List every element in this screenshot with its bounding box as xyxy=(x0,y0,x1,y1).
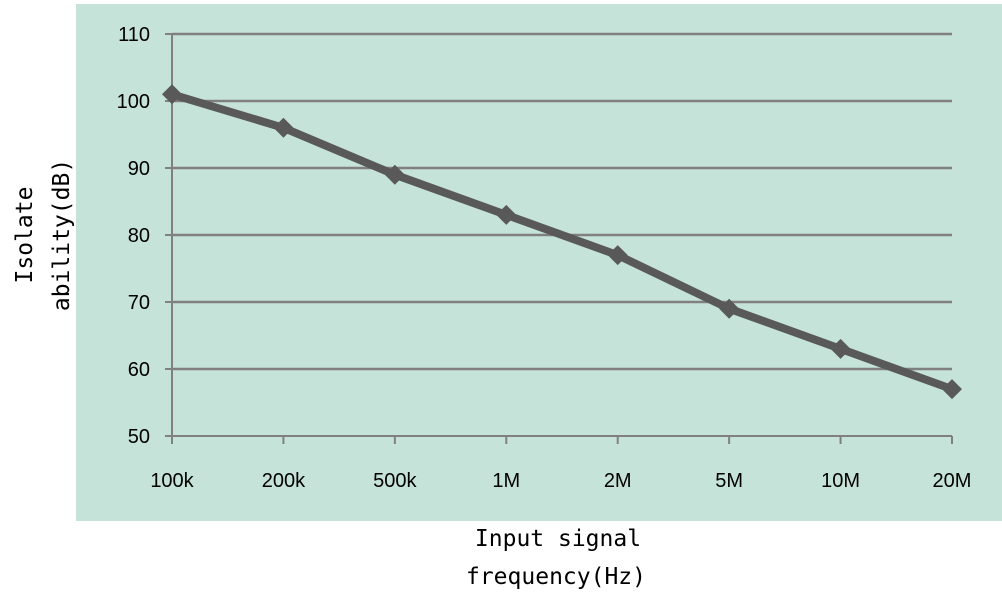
y-tick-label: 110 xyxy=(118,24,150,46)
x-tick-label: 100k xyxy=(150,470,194,492)
y-tick-labels: 50 60 70 80 90 100 110 xyxy=(117,24,150,448)
data-point-marker xyxy=(942,379,962,400)
y-tick-label: 70 xyxy=(128,292,150,314)
plot-background xyxy=(76,4,1002,521)
y-axis-title-line-2: ability(dB) xyxy=(49,159,75,311)
x-axis-title-line-1: Input signal xyxy=(475,526,641,552)
data-point-marker xyxy=(607,245,628,266)
x-tick-label: 500k xyxy=(373,470,417,492)
series-markers xyxy=(162,84,962,400)
data-point-marker xyxy=(830,338,851,359)
y-axis-title-line-1: Isolate xyxy=(12,187,38,284)
series-line xyxy=(168,90,956,394)
x-tick-label: 20M xyxy=(933,470,972,492)
y-tick-label: 90 xyxy=(128,158,150,180)
y-tick-label: 60 xyxy=(128,359,150,381)
x-tick-label: 200k xyxy=(262,470,306,492)
data-point-marker xyxy=(496,204,517,225)
y-tick-label: 100 xyxy=(117,91,150,113)
series-isolation xyxy=(168,90,956,394)
x-tick-labels: 100k 200k 500k 1M 2M 5M 10M 20M xyxy=(150,470,971,492)
x-tick-label: 10M xyxy=(821,470,860,492)
data-point-marker xyxy=(273,117,294,138)
y-tick-label: 80 xyxy=(128,225,150,247)
data-point-marker xyxy=(719,298,740,319)
data-point-marker xyxy=(384,164,405,185)
data-point-marker xyxy=(162,84,182,105)
y-tick-label: 50 xyxy=(128,426,150,448)
x-tick-label: 2M xyxy=(604,470,632,492)
x-tick-label: 1M xyxy=(492,470,520,492)
x-axis-title-line-2: frequency(Hz) xyxy=(466,564,646,590)
x-tick-label: 5M xyxy=(715,470,743,492)
